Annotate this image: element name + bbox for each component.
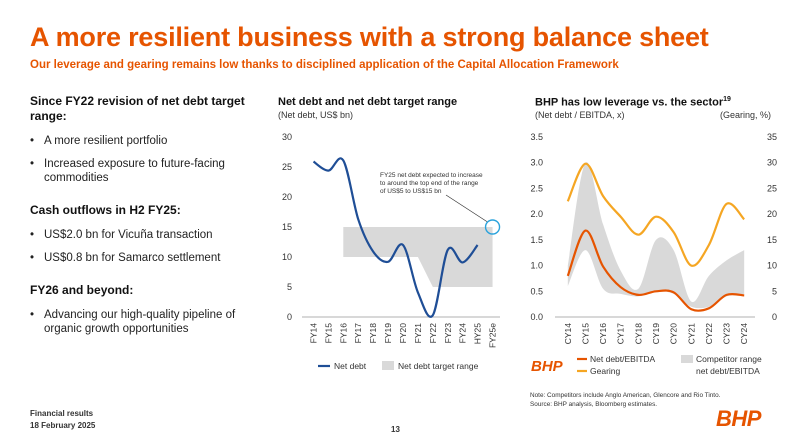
legend-label-net-debt: Net debt bbox=[334, 361, 367, 371]
x-tick-label: CY16 bbox=[598, 323, 608, 345]
y-tick-label-left: 3.0 bbox=[530, 158, 543, 168]
net-debt-line bbox=[312, 157, 479, 318]
section1-list: A more resilient portfolio Increased exp… bbox=[30, 134, 265, 185]
annotation-text: FY25 net debt expected to increase bbox=[380, 172, 483, 179]
leverage-chart: 0.0 0.5 1.0 1.5 2.0 2.5 3.0 3.5 0 5 10 15 20 25 30 35 CY… bbox=[530, 132, 777, 376]
target-range-band bbox=[343, 227, 493, 287]
x-tick-label: FY24 bbox=[458, 323, 468, 344]
competitor-range-band bbox=[567, 162, 745, 309]
x-tick-label: CY24 bbox=[739, 323, 749, 345]
legend-label-gearing: Gearing bbox=[590, 366, 621, 376]
y-tick-label-left: 3.5 bbox=[530, 132, 543, 142]
chart2-title-text: BHP has low leverage vs. the sector bbox=[535, 96, 724, 109]
left-column: Since FY22 revision of net debt target r… bbox=[30, 94, 265, 354]
legend-swatch-target-range bbox=[382, 361, 394, 370]
net-debt-ebitda-line bbox=[566, 229, 745, 312]
x-tick-label: CY17 bbox=[616, 323, 626, 345]
x-tick-label: FY16 bbox=[338, 323, 348, 344]
x-tick-label: FY22 bbox=[428, 323, 438, 344]
chart2-subtitle-right: (Gearing, %) bbox=[720, 110, 772, 120]
y-tick-label-right: 5 bbox=[772, 286, 777, 296]
y-tick-label-right: 0 bbox=[772, 312, 777, 322]
y-tick-label-left: 1.0 bbox=[530, 261, 543, 271]
y-tick-label-right: 20 bbox=[767, 209, 777, 219]
page-subtitle: Our leverage and gearing remains low tha… bbox=[30, 59, 619, 71]
y-tick-label: 10 bbox=[282, 252, 292, 262]
y-tick-label-right: 15 bbox=[767, 235, 777, 245]
chart-notes: Note: Competitors include Anglo American… bbox=[530, 391, 780, 409]
x-tick-label: CY22 bbox=[704, 323, 714, 345]
y-tick-label: 20 bbox=[282, 192, 292, 202]
y-tick-label: 30 bbox=[282, 132, 292, 142]
y-tick-label-left: 0.5 bbox=[530, 286, 543, 296]
y-tick-label-left: 0.0 bbox=[530, 312, 543, 322]
y-tick-label-left: 1.5 bbox=[530, 235, 543, 245]
chart2-subtitle-left: (Net debt / EBITDA, x) bbox=[535, 110, 625, 120]
x-tick-label: CY23 bbox=[722, 323, 732, 345]
y-tick-label: 15 bbox=[282, 222, 292, 232]
x-tick-label: CY14 bbox=[563, 323, 573, 345]
y-tick-label-right: 25 bbox=[767, 183, 777, 193]
annotation-arrow bbox=[445, 194, 488, 223]
y-tick-label-left: 2.0 bbox=[530, 209, 543, 219]
section3-heading: FY26 and beyond: bbox=[30, 283, 134, 297]
x-tick-label: CY18 bbox=[633, 323, 643, 345]
list-item: Increased exposure to future-facing comm… bbox=[30, 157, 265, 185]
legend-bhp-logo: BHP bbox=[531, 358, 564, 375]
net-debt-chart: 0 5 10 15 20 25 30 FY14 FY15 FY16 FY17 FY18 FY19 FY20… bbox=[282, 132, 501, 371]
x-tick-label: FY23 bbox=[443, 323, 453, 344]
legend-label-net-debt-ebitda: Net debt/EBITDA bbox=[590, 354, 656, 364]
x-tick-label: CY21 bbox=[686, 323, 696, 345]
legend-swatch-competitor-range bbox=[681, 355, 693, 363]
list-item: A more resilient portfolio bbox=[30, 134, 265, 148]
y-tick-label: 25 bbox=[282, 162, 292, 172]
legend-label-competitor-range-line2: net debt/EBITDA bbox=[696, 366, 760, 376]
x-tick-label: FY19 bbox=[383, 323, 393, 344]
section1-heading: Since FY22 revision of net debt target r… bbox=[30, 94, 245, 123]
page-number: 13 bbox=[391, 425, 400, 434]
y-tick-label: 5 bbox=[287, 282, 292, 292]
list-item: US$0.8 bn for Samarco settlement bbox=[30, 251, 265, 265]
section2-heading: Cash outflows in H2 FY25: bbox=[30, 203, 181, 217]
x-tick-label: FY21 bbox=[413, 323, 423, 344]
list-item: Advancing our high-quality pipeline of o… bbox=[30, 308, 265, 336]
x-tick-label: FY18 bbox=[368, 323, 378, 344]
list-item: US$2.0 bn for Vicuña transaction bbox=[30, 228, 265, 242]
x-tick-label: FY20 bbox=[398, 323, 408, 344]
footer-info: Financial results 18 February 2025 bbox=[30, 408, 95, 432]
x-tick-label: FY25e bbox=[488, 323, 498, 348]
x-tick-label: CY19 bbox=[651, 323, 661, 345]
section3-list: Advancing our high-quality pipeline of o… bbox=[30, 308, 265, 336]
x-tick-label: FY14 bbox=[308, 323, 318, 344]
y-tick-label-right: 10 bbox=[767, 261, 777, 271]
x-tick-label: FY15 bbox=[323, 323, 333, 344]
x-tick-label: CY15 bbox=[580, 323, 590, 345]
footer-date: 18 February 2025 bbox=[30, 421, 96, 430]
y-tick-label-right: 30 bbox=[767, 158, 777, 168]
note-line: Note: Competitors include Anglo American… bbox=[530, 392, 721, 399]
gearing-line bbox=[566, 162, 746, 267]
x-tick-label: FY17 bbox=[353, 323, 363, 344]
legend-label-competitor-range: Competitor range bbox=[696, 354, 762, 364]
y-tick-label-right: 35 bbox=[767, 132, 777, 142]
y-tick-label-left: 2.5 bbox=[530, 183, 543, 193]
chart1-title: Net debt and net debt target range bbox=[278, 96, 458, 108]
annotation-text: of US$5 to US$15 bn bbox=[380, 188, 442, 195]
chart2-title: BHP has low leverage vs. the sector19 bbox=[535, 96, 731, 109]
section2-list: US$2.0 bn for Vicuña transaction US$0.8 … bbox=[30, 228, 265, 265]
chart2-title-footnote: 19 bbox=[723, 96, 731, 103]
x-tick-label: HY25 bbox=[473, 323, 483, 345]
page-title: A more resilient business with a strong … bbox=[30, 22, 709, 52]
footer-title: Financial results bbox=[30, 409, 94, 418]
y-tick-label: 0 bbox=[287, 312, 292, 322]
chart1-subtitle: (Net debt, US$ bn) bbox=[278, 110, 354, 120]
bhp-logo: BHP bbox=[716, 406, 761, 431]
annotation-highlight bbox=[484, 219, 501, 235]
annotation-text: to around the top end of the range bbox=[380, 180, 479, 187]
x-tick-label: CY20 bbox=[669, 323, 679, 345]
source-line: Source: BHP analysis, Bloomberg estimate… bbox=[530, 401, 658, 408]
legend-label-target-range: Net debt target range bbox=[398, 361, 479, 371]
